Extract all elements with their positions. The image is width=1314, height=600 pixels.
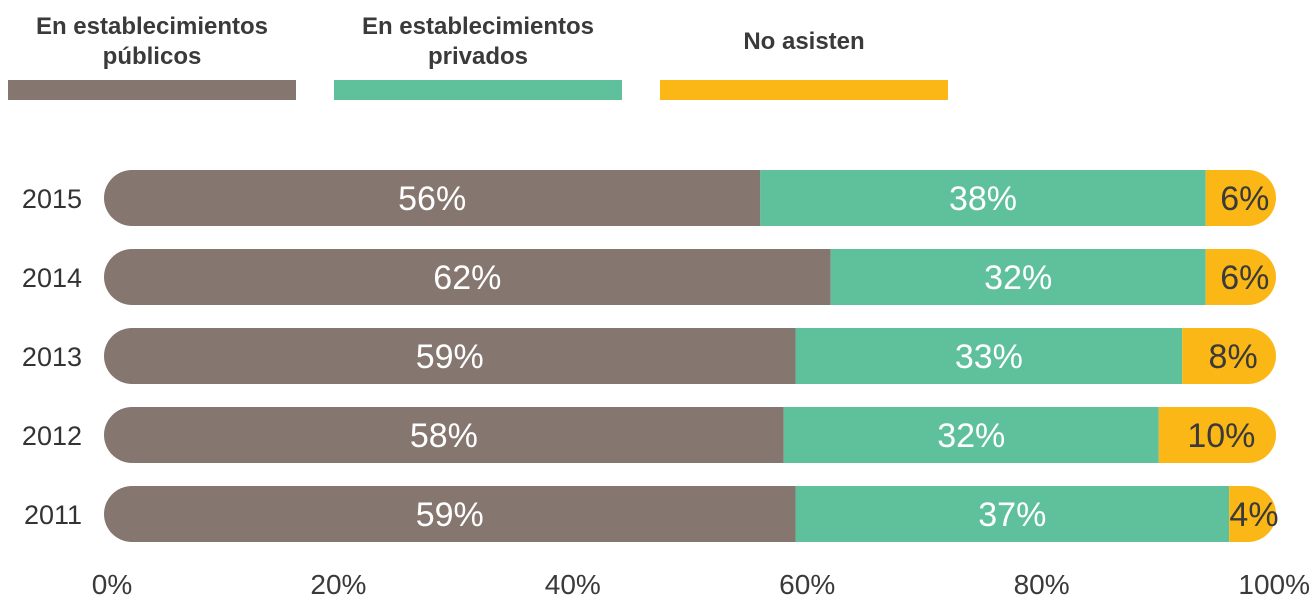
data-label-2013-s0: 59% [416, 338, 484, 376]
bar-segment-2014-s1 [830, 249, 1206, 305]
bar-row-2011 [104, 486, 1276, 542]
bar-segment-2011-s1 [795, 486, 1230, 542]
data-label-2014-s0: 62% [433, 259, 501, 297]
bar-segment-2012-s0 [104, 407, 784, 463]
legend-label-privados: En establecimientos privados [361, 13, 595, 70]
legend-swatch-publicos [8, 80, 296, 100]
x-tick-label-5: 100% [1238, 569, 1310, 600]
legend-label-publicos: En establecimientos públicos [35, 13, 269, 70]
x-tick-label-3: 60% [779, 569, 835, 600]
legend-item-privados: En establecimientos privados [334, 10, 622, 100]
bar-segment-2012-s2 [1158, 407, 1276, 463]
bar-row-2012 [104, 407, 1276, 463]
data-label-2014-s1: 32% [984, 259, 1052, 297]
bar-segment-2012-s1 [783, 407, 1159, 463]
data-label-2011-s1: 37% [978, 496, 1046, 534]
legend-swatch-no-asisten [660, 80, 948, 100]
x-tick-label-2: 40% [545, 569, 601, 600]
bar-segment-2011-s0 [104, 486, 796, 542]
legend-swatch-privados [334, 80, 622, 100]
data-label-2011-s0: 59% [416, 496, 484, 534]
legend-label-no-asisten: No asisten [743, 28, 865, 55]
data-label-2013-s1: 33% [955, 338, 1023, 376]
data-label-2012-s0: 58% [410, 417, 478, 455]
data-label-2012-s1: 32% [937, 417, 1005, 455]
data-label-2012-s2: 10% [1187, 417, 1255, 455]
x-tick-label-1: 20% [310, 569, 366, 600]
legend-item-no-asisten: No asisten [660, 10, 948, 100]
bar-segment-2015-s1 [760, 170, 1206, 226]
category-label-2013: 2013 [22, 342, 82, 372]
bar-segment-2011-s2 [1229, 486, 1276, 542]
category-label-2012: 2012 [22, 421, 82, 451]
legend-item-publicos: En establecimientos públicos [8, 10, 296, 100]
bar-segment-2014-s0 [104, 249, 831, 305]
bar-row-2014 [104, 249, 1276, 305]
data-label-2015-s2: 6% [1220, 180, 1269, 218]
data-label-2011-s2: 4% [1229, 496, 1278, 534]
bar-row-2013 [104, 328, 1276, 384]
bar-segment-2013-s0 [104, 328, 796, 384]
bar-segment-2013-s2 [1182, 328, 1276, 384]
x-tick-label-0: 0% [92, 569, 132, 600]
bar-segment-2015-s2 [1205, 170, 1276, 226]
data-label-2014-s2: 6% [1220, 259, 1269, 297]
category-label-2014: 2014 [22, 263, 82, 293]
category-label-2011: 2011 [24, 500, 82, 530]
data-label-2013-s2: 8% [1209, 338, 1258, 376]
data-label-2015-s0: 56% [398, 180, 466, 218]
bar-segment-2015-s0 [104, 170, 761, 226]
bar-row-2015 [104, 170, 1276, 226]
bar-segment-2014-s2 [1205, 249, 1276, 305]
data-label-2015-s1: 38% [949, 180, 1017, 218]
x-tick-label-4: 80% [1014, 569, 1070, 600]
category-label-2015: 2015 [22, 184, 82, 214]
bar-segment-2013-s1 [795, 328, 1183, 384]
